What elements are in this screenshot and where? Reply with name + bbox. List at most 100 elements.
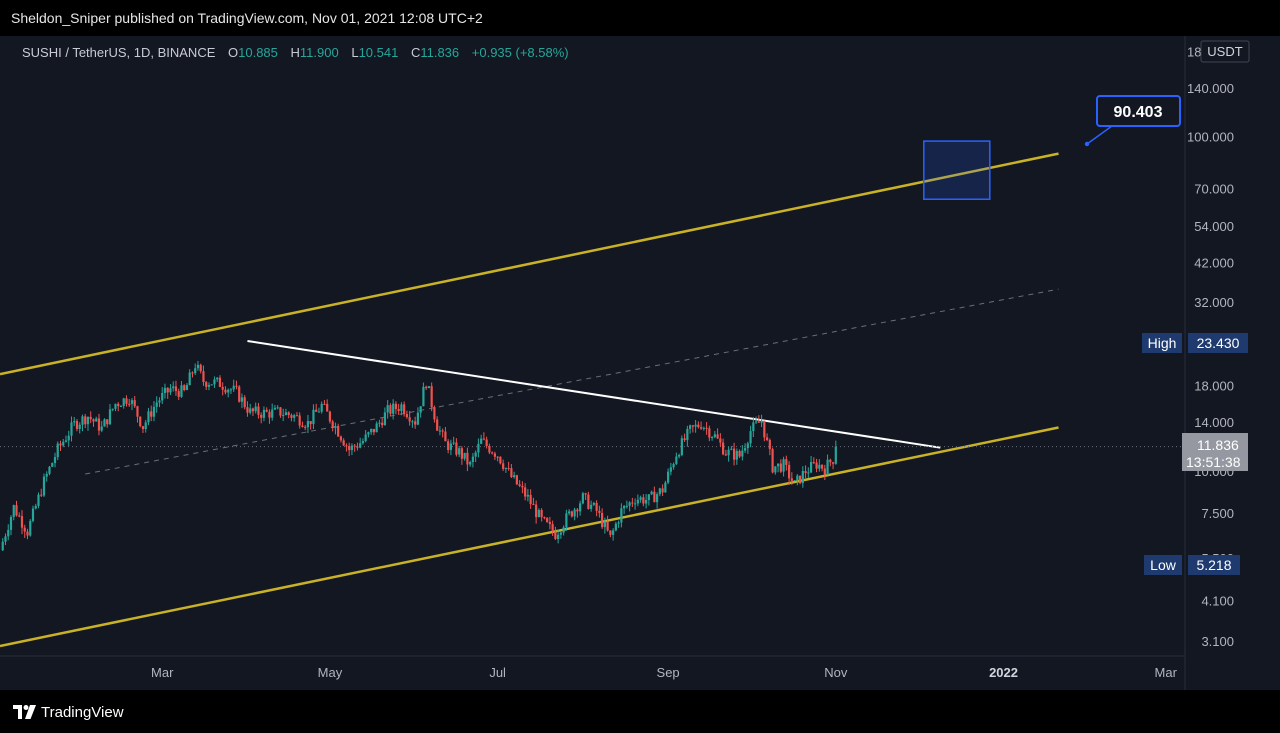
candle-body <box>515 475 518 485</box>
candle-body <box>680 438 683 456</box>
candle-body <box>271 409 274 418</box>
candle-body <box>117 403 120 407</box>
candle-body <box>119 406 123 408</box>
candle-body <box>675 456 678 465</box>
candle-body <box>139 416 142 427</box>
candle-body <box>53 457 57 464</box>
candle-body <box>125 398 128 404</box>
candle-body <box>765 437 769 440</box>
candle-body <box>210 384 213 386</box>
resistance-trendline[interactable] <box>247 339 941 449</box>
candle-body <box>345 445 348 447</box>
candle-body <box>188 372 191 386</box>
candle-body <box>482 438 485 440</box>
candle-body <box>779 463 782 472</box>
candle-body <box>834 446 837 464</box>
candle-body <box>232 385 235 390</box>
candle-body <box>84 416 87 425</box>
publisher-bar: Sheldon_Sniper published on TradingView.… <box>0 0 1280 36</box>
candle-body <box>601 512 604 528</box>
candle-body <box>524 487 527 497</box>
symbol-legend[interactable]: SUSHI / TetherUS, 1D, BINANCE O10.885 H1… <box>22 45 569 60</box>
channel-upper-line[interactable] <box>0 152 1059 376</box>
candle-body <box>331 421 334 429</box>
candle-body <box>518 484 521 486</box>
candle-body <box>86 416 90 425</box>
candle-body <box>548 522 551 525</box>
candle-body <box>359 443 362 448</box>
tradingview-brand[interactable]: TradingView <box>13 703 124 721</box>
candle-body <box>491 452 494 454</box>
candle-body <box>425 386 428 389</box>
candle-body <box>260 414 263 418</box>
candle-body <box>603 521 606 528</box>
price-tick-label: 18.000 <box>1194 379 1234 394</box>
price-tick-label: 54.000 <box>1194 219 1234 234</box>
candle-body <box>334 426 337 429</box>
candle-body <box>721 442 725 455</box>
candle-body <box>749 431 752 444</box>
candle-body <box>92 419 95 422</box>
price-axis[interactable]: 180.000140.000100.00070.00054.00042.0003… <box>1187 44 1234 649</box>
candle-body <box>315 409 318 412</box>
candle-body <box>727 449 730 456</box>
candles-layer <box>1 360 837 551</box>
candle-body <box>639 497 642 500</box>
price-tick-label: 42.000 <box>1194 256 1234 271</box>
candle-body <box>570 511 573 517</box>
candle-body <box>537 509 540 518</box>
candle-body <box>375 423 378 433</box>
candle-body <box>23 527 26 532</box>
price-chart[interactable]: SUSHI / TetherUS, 1D, BINANCE O10.885 H1… <box>0 36 1280 690</box>
candle-body <box>592 502 595 505</box>
target-zone[interactable] <box>923 140 991 200</box>
candle-body <box>254 406 257 412</box>
candle-body <box>477 443 480 453</box>
candle-body <box>689 425 692 429</box>
currency-badge[interactable]: USDT <box>1200 40 1250 63</box>
candle-body <box>590 504 593 509</box>
candle-body <box>378 422 381 424</box>
candle-body <box>768 439 771 450</box>
candle-body <box>661 488 664 493</box>
candle-body <box>26 531 29 536</box>
candle-body <box>757 421 760 423</box>
candle-body <box>284 412 288 416</box>
candle-body <box>367 432 370 435</box>
candle-body <box>364 434 367 442</box>
time-axis[interactable]: Mar May Jul Sep Nov 2022 Mar <box>151 665 1178 680</box>
time-tick-label: Mar <box>1155 665 1178 680</box>
candle-body <box>831 462 835 464</box>
last-price: 11.836 <box>1197 437 1239 453</box>
candle-body <box>713 434 716 438</box>
candle-body <box>449 443 453 450</box>
price-tick-label: 140.000 <box>1187 81 1234 96</box>
candle-body <box>309 421 312 425</box>
candle-body <box>804 471 807 474</box>
candle-body <box>172 386 175 389</box>
channel-lower-line[interactable] <box>0 426 1059 648</box>
candle-body <box>634 503 637 505</box>
candle-body <box>664 482 667 493</box>
candle-body <box>42 476 46 496</box>
low-value: 5.218 <box>1196 557 1231 573</box>
candle-body <box>106 419 109 425</box>
candle-body <box>95 418 98 422</box>
time-tick-label: 2022 <box>989 665 1018 680</box>
candle-body <box>78 424 81 429</box>
candle-body <box>18 515 21 517</box>
candle-body <box>411 421 414 423</box>
target-value: 90.403 <box>1114 104 1163 121</box>
candle-body <box>51 463 54 467</box>
candle-body <box>257 406 260 415</box>
candle-body <box>372 428 376 433</box>
time-tick-label: Jul <box>489 665 506 680</box>
candle-body <box>598 510 601 513</box>
candle-body <box>15 505 18 516</box>
candle-body <box>658 488 661 495</box>
candle-body <box>469 462 472 465</box>
candle-body <box>356 446 359 448</box>
target-callout[interactable]: 90.403 <box>1084 95 1181 147</box>
candle-body <box>647 494 650 500</box>
candle-body <box>771 449 774 473</box>
